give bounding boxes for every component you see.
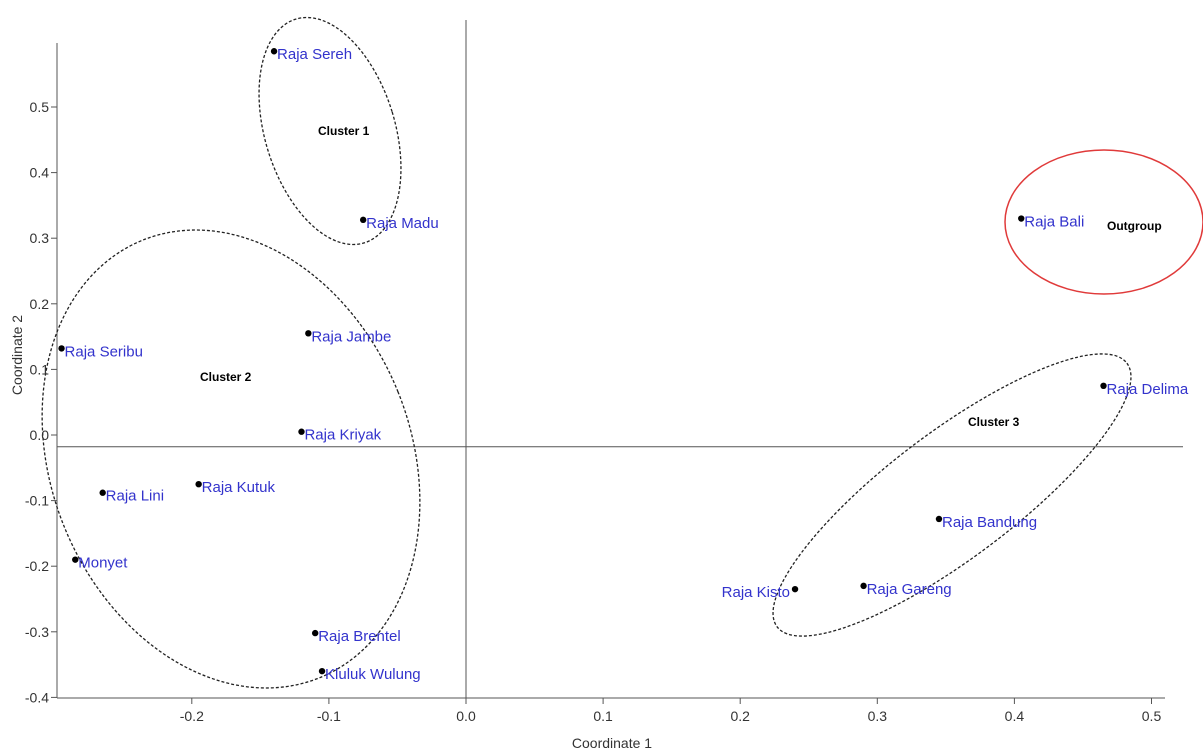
y-tick-label: -0.2 xyxy=(25,558,49,574)
axis-ticks: -0.2 -0.1 0.0 0.1 0.2 0.3 0.4 0.5 -0.4 -0.3 -0.2 -0… xyxy=(25,99,1162,724)
data-point-label: Raja Sereh xyxy=(277,46,352,63)
x-tick-label: 0.0 xyxy=(456,708,476,724)
y-tick-label: 0.1 xyxy=(30,361,50,377)
data-point xyxy=(298,428,305,435)
y-tick-label: 0.4 xyxy=(30,165,50,181)
y-tick-label: -0.3 xyxy=(25,624,49,640)
data-point xyxy=(860,582,867,590)
y-axis-title: Coordinate 2 xyxy=(9,315,25,395)
x-axis-title: Coordinate 1 xyxy=(572,735,652,751)
data-point-label: Raja Bandung xyxy=(942,514,1037,531)
y-tick-label: -0.1 xyxy=(25,493,49,509)
data-point-label: Raja Kriyak xyxy=(304,427,381,444)
data-point-label: Raja Seribu xyxy=(65,343,143,360)
outgroup-label: Outgroup xyxy=(1107,219,1162,233)
cluster-3-label: Cluster 3 xyxy=(968,415,1020,429)
data-point-label: Raja Kutuk xyxy=(202,479,276,496)
y-tick-label: 0.3 xyxy=(30,230,50,246)
data-point xyxy=(359,216,367,224)
x-tick-label: 0.4 xyxy=(1005,708,1025,724)
data-point xyxy=(1100,382,1107,389)
cluster-1-label: Cluster 1 xyxy=(318,124,370,138)
data-point-label: Monyet xyxy=(78,555,128,572)
x-tick-label: -0.2 xyxy=(180,708,204,724)
y-tick-label: -0.4 xyxy=(25,689,49,705)
y-tick-label: 0.5 xyxy=(30,99,50,115)
cluster-1-ellipse xyxy=(258,16,402,246)
data-point xyxy=(1018,215,1025,222)
x-tick-label: 0.1 xyxy=(593,708,613,724)
data-point xyxy=(270,48,278,55)
data-point-label: Raja Delima xyxy=(1107,381,1189,398)
data-point xyxy=(935,515,943,523)
data-point-label: Raja Madu xyxy=(366,215,439,232)
data-point-label: Raja Brentel xyxy=(318,628,401,645)
data-point-label: Raja Bali xyxy=(1024,214,1084,231)
data-point xyxy=(791,585,799,593)
data-point xyxy=(318,667,326,675)
x-tick-label: 0.3 xyxy=(868,708,888,724)
data-points xyxy=(58,48,1107,675)
data-point xyxy=(305,330,312,337)
data-point xyxy=(195,481,202,488)
data-point-label: Raja Lini xyxy=(106,488,164,505)
data-point-label: Raja Gareng xyxy=(867,581,952,598)
data-point-label: Kluluk Wulung xyxy=(325,666,421,683)
x-tick-label: -0.1 xyxy=(317,708,341,724)
cluster-3-ellipse xyxy=(772,353,1132,637)
data-point xyxy=(311,629,319,637)
point-labels: Raja Sereh Raja Madu Raja Jambe Raja Seribu… xyxy=(65,46,1189,683)
outgroup-ellipse xyxy=(1004,149,1203,295)
data-point xyxy=(58,345,65,352)
data-point xyxy=(99,489,106,496)
y-tick-label: 0.0 xyxy=(30,427,50,443)
cluster-2-ellipse xyxy=(41,229,421,689)
y-tick-label: 0.2 xyxy=(30,296,50,312)
data-point xyxy=(72,556,79,563)
x-tick-label: 0.5 xyxy=(1142,708,1162,724)
group-labels: Cluster 1 Cluster 2 Cluster 3 Outgroup xyxy=(200,124,1162,429)
reference-lines xyxy=(57,20,1183,698)
x-tick-label: 0.2 xyxy=(730,708,750,724)
data-point-label: Raja Jambe xyxy=(311,328,391,345)
data-point-label: Raja Kisto xyxy=(722,584,790,601)
cluster-2-label: Cluster 2 xyxy=(200,370,252,384)
